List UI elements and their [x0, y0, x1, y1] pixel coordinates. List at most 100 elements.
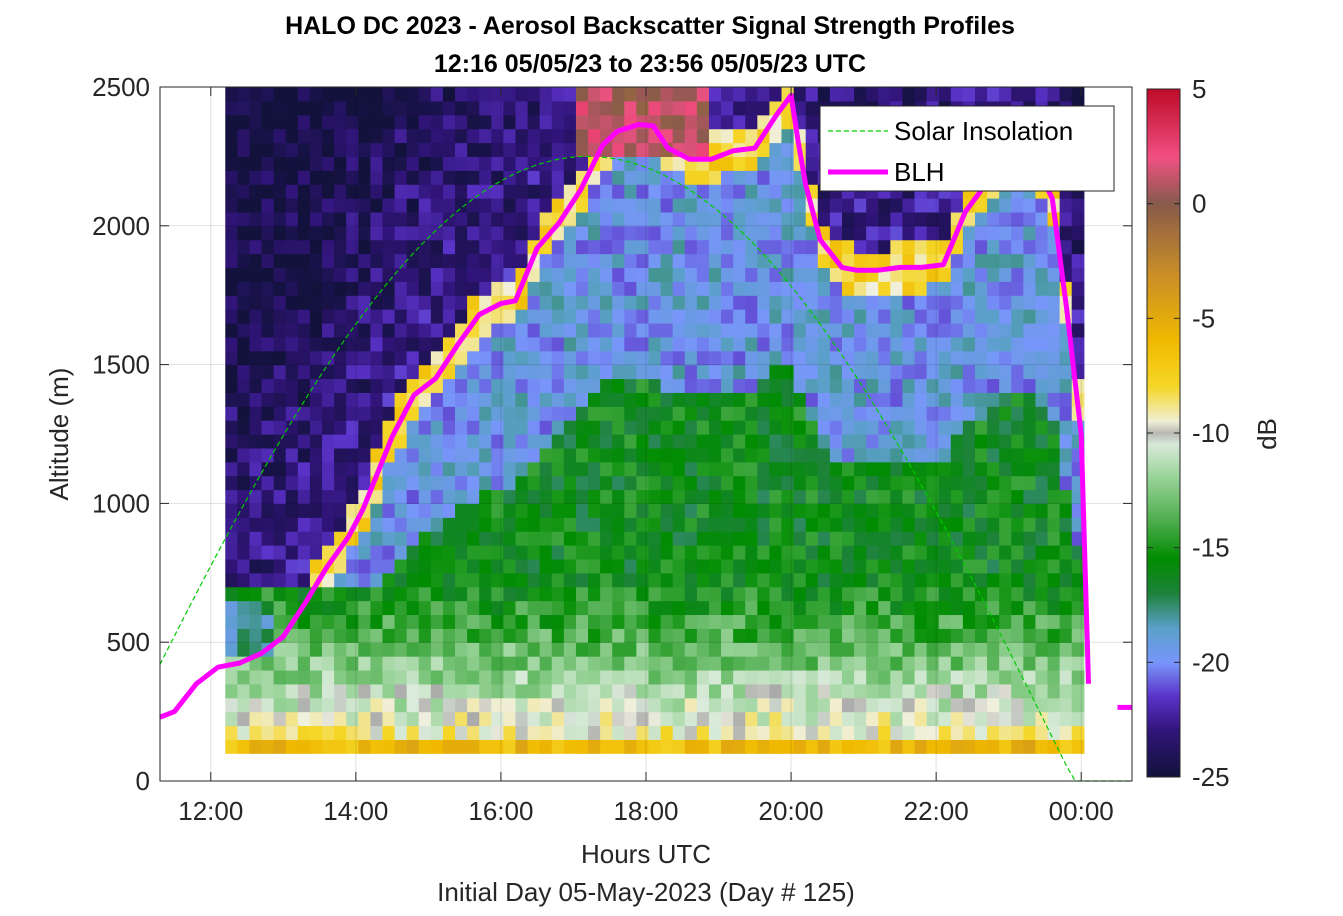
heatmap-cell	[950, 489, 964, 504]
heatmap-cell	[551, 253, 565, 269]
heatmap-cell	[1023, 281, 1037, 296]
heatmap-cell	[467, 461, 480, 477]
heatmap-cell	[527, 100, 541, 116]
heatmap-cell	[854, 656, 867, 671]
heatmap-cell	[987, 434, 1000, 449]
heatmap-cell	[902, 614, 916, 629]
heatmap-cell	[890, 531, 904, 546]
heatmap-cell	[721, 281, 734, 296]
heatmap-cell	[297, 489, 311, 504]
heatmap-cell	[382, 295, 396, 310]
heatmap-cell	[708, 545, 722, 560]
heatmap-cell	[358, 378, 371, 393]
heatmap-cell	[733, 239, 746, 255]
heatmap-cell	[974, 350, 988, 366]
heatmap-cell	[455, 239, 468, 255]
heatmap-cell	[539, 545, 553, 560]
heatmap-cell	[575, 392, 589, 407]
heatmap-cell	[527, 184, 541, 199]
heatmap-cell	[721, 586, 734, 602]
heatmap-cell	[938, 336, 952, 352]
heatmap-cell	[237, 211, 251, 227]
heatmap-cell	[866, 198, 879, 213]
heatmap-cell	[261, 656, 275, 671]
heatmap-cell	[999, 628, 1012, 643]
heatmap-cell	[515, 378, 529, 393]
heatmap-cell	[273, 114, 287, 130]
heatmap-cell	[1047, 642, 1061, 657]
heatmap-cell	[249, 336, 263, 352]
heatmap-cell	[769, 614, 783, 629]
heatmap-cell	[527, 364, 541, 380]
heatmap-cell	[225, 336, 238, 352]
heatmap-cell	[938, 392, 952, 407]
heatmap-cell	[261, 586, 275, 602]
heatmap-cell	[539, 211, 553, 227]
heatmap-cell	[1023, 628, 1037, 643]
heatmap-cell	[962, 614, 976, 629]
heatmap-cell	[346, 309, 359, 324]
heatmap-cell	[479, 211, 492, 227]
heatmap-cell	[600, 100, 613, 116]
heatmap-cell	[721, 475, 734, 491]
heatmap-cell	[708, 531, 722, 546]
heatmap-cell	[974, 572, 988, 588]
heatmap-cell	[418, 309, 432, 324]
heatmap-cell	[684, 434, 698, 449]
heatmap-cell	[1071, 267, 1085, 282]
heatmap-cell	[370, 378, 384, 393]
heatmap-cell	[721, 378, 734, 393]
x-axis-label: Hours UTC	[581, 839, 711, 869]
heatmap-cell	[769, 600, 783, 616]
heatmap-cell	[974, 669, 988, 685]
heatmap-cell	[866, 253, 879, 269]
heatmap-cell	[660, 642, 674, 657]
heatmap-cell	[745, 198, 758, 213]
heatmap-cell	[854, 461, 867, 477]
heatmap-cell	[370, 656, 384, 671]
heatmap-cell	[406, 420, 420, 435]
heatmap-cell	[1059, 586, 1073, 602]
heatmap-cell	[624, 322, 638, 338]
heatmap-cell	[987, 420, 1000, 435]
heatmap-cell	[297, 295, 311, 310]
heatmap-cell	[781, 350, 795, 366]
heatmap-cell	[491, 517, 504, 532]
heatmap-cell	[551, 656, 565, 671]
heatmap-cell	[297, 184, 311, 199]
heatmap-cell	[648, 239, 662, 255]
heatmap-cell	[890, 725, 904, 740]
heatmap-cell	[563, 392, 577, 407]
heatmap-cell	[588, 225, 601, 241]
heatmap-cell	[890, 364, 904, 380]
heatmap-cell	[817, 434, 831, 449]
heatmap-cell	[745, 669, 758, 685]
heatmap-cell	[624, 447, 638, 463]
heatmap-cell	[261, 406, 275, 421]
heatmap-cell	[962, 600, 976, 616]
heatmap-cell	[902, 225, 916, 241]
heatmap-cell	[358, 683, 371, 699]
heatmap-cell	[648, 614, 662, 629]
heatmap-cell	[346, 447, 359, 463]
heatmap-cell	[442, 656, 456, 671]
heatmap-cell	[455, 669, 468, 685]
heatmap-cell	[249, 322, 263, 338]
heatmap-cell	[382, 198, 396, 213]
heatmap-cell	[515, 545, 529, 560]
heatmap-cell	[261, 309, 275, 324]
heatmap-cell	[721, 517, 734, 532]
heatmap-cell	[297, 420, 311, 435]
heatmap-cell	[696, 628, 710, 643]
heatmap-cell	[878, 420, 891, 435]
heatmap-cell	[297, 503, 311, 518]
heatmap-cell	[297, 517, 311, 532]
heatmap-cell	[926, 198, 940, 213]
heatmap-cell	[527, 503, 541, 518]
heatmap-cell	[962, 378, 976, 393]
heatmap-cell	[1059, 558, 1073, 574]
heatmap-cell	[261, 184, 275, 199]
heatmap-cell	[660, 558, 674, 574]
heatmap-cell	[914, 378, 928, 393]
heatmap-cell	[938, 683, 952, 699]
